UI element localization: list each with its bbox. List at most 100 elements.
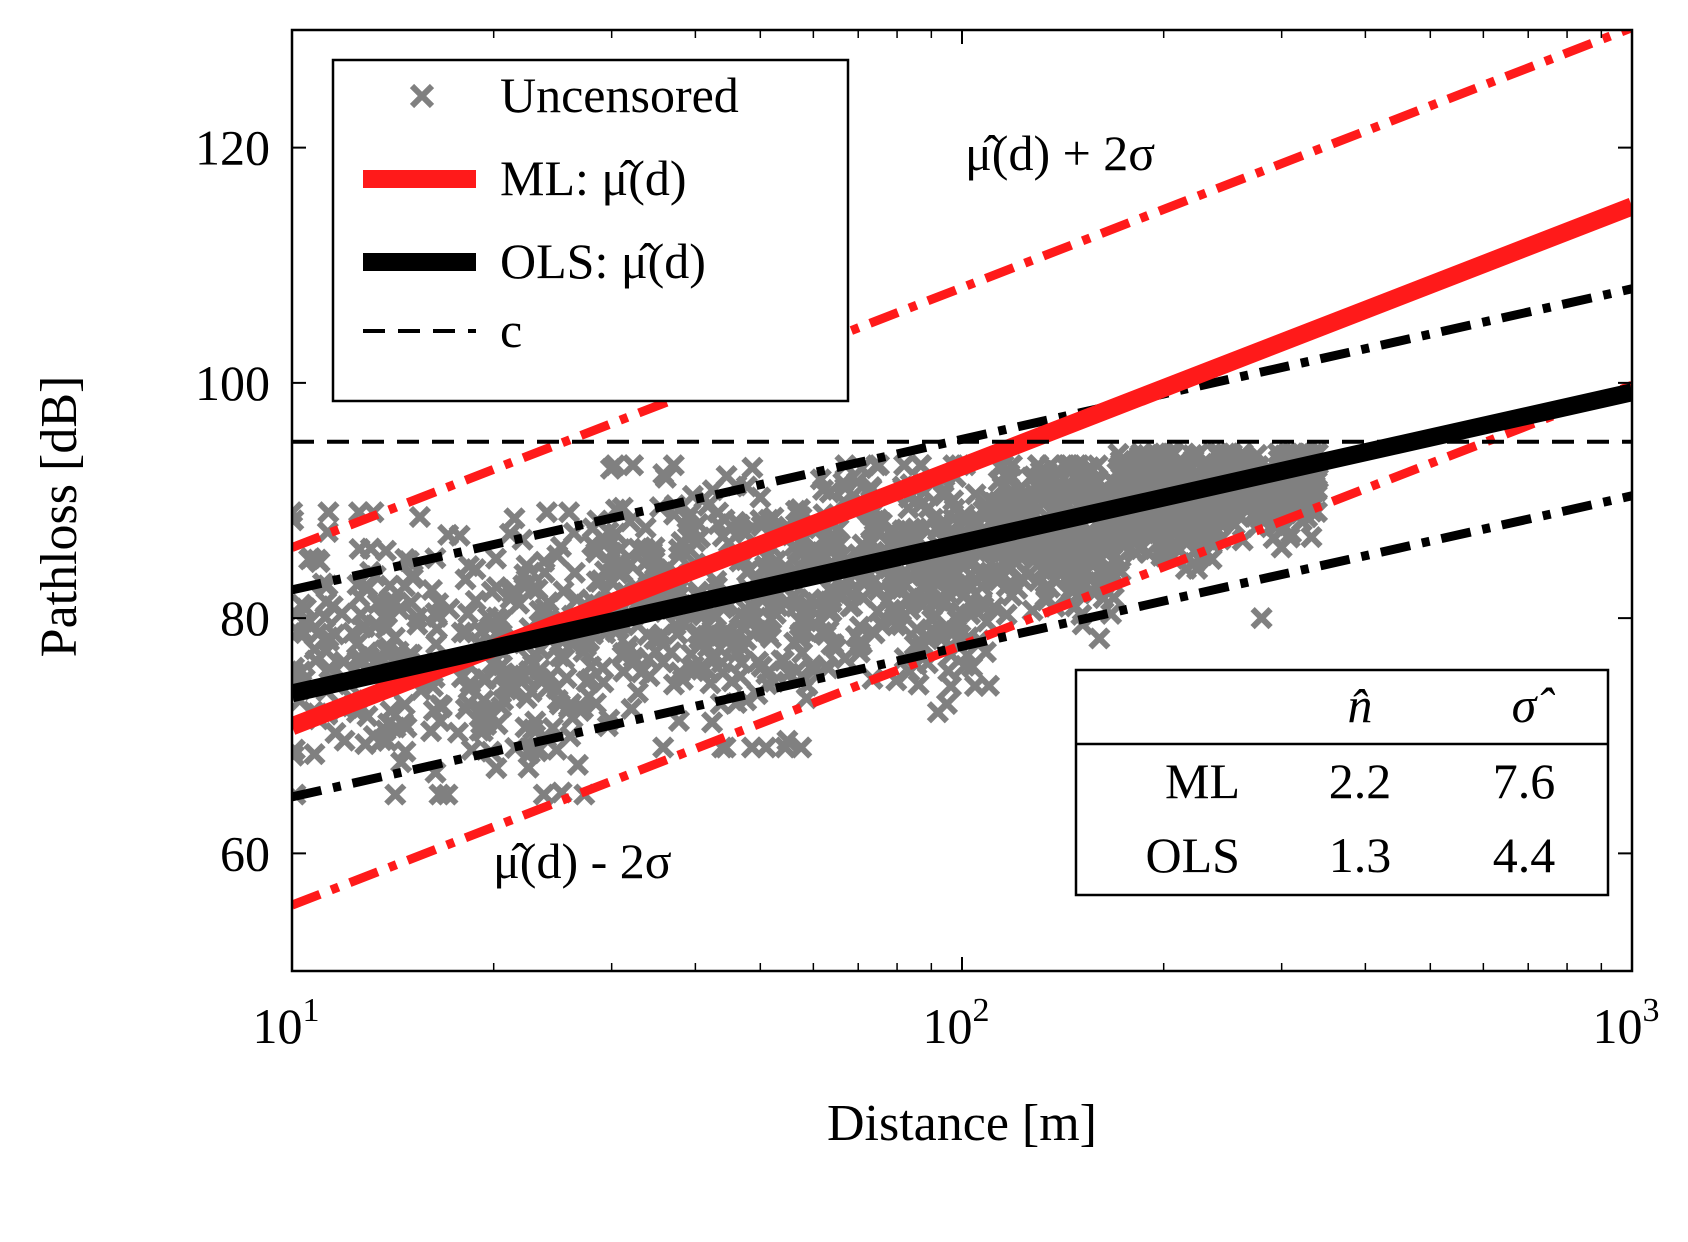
scatter-point — [485, 756, 508, 780]
scatter-point — [662, 454, 685, 477]
legend: Uncensored ML: μ̂(d) OLS: μ̂(d) c — [331, 58, 850, 403]
scatter-point — [964, 483, 987, 506]
axes: 60 80 100 120 101 102 103 Distance [m] Pathloss … — [31, 28, 1660, 1152]
band-lower-line — [292, 491, 1632, 802]
scatter-point — [1160, 442, 1184, 465]
scatter-point — [1113, 459, 1137, 482]
scatter-point — [745, 606, 768, 629]
scatter-point — [1108, 459, 1132, 482]
scatter-point — [400, 591, 423, 614]
scatter-point — [1099, 602, 1123, 626]
y-tick-label: 80 — [220, 590, 270, 646]
scatter-point — [524, 710, 547, 733]
scatter-point — [607, 557, 631, 580]
scatter-point — [746, 650, 770, 673]
table-box — [1074, 668, 1610, 897]
scatter-point — [378, 574, 401, 597]
scatter-point — [1040, 539, 1063, 562]
scatter-point — [532, 783, 555, 806]
scatter-point — [667, 545, 691, 568]
scatter-point — [311, 572, 335, 595]
scatter-point — [892, 454, 916, 477]
x-axis-title: Distance [m] — [827, 1095, 1097, 1152]
scatter-point — [533, 561, 556, 584]
scatter-point — [292, 610, 315, 633]
scatter-point — [383, 626, 406, 649]
scatter-point — [1072, 550, 1095, 573]
scatter-point — [995, 603, 1018, 626]
scatter-point — [1300, 526, 1323, 549]
scatter-point — [292, 738, 306, 761]
scatter-point — [555, 666, 578, 690]
x-tick-label: 101 — [253, 992, 320, 1054]
scatter-point — [1075, 461, 1098, 485]
legend-label: ML: μ̂(d) — [500, 150, 687, 206]
scatter-point — [987, 470, 1010, 493]
scatter-point — [939, 675, 963, 698]
scatter-point — [436, 783, 459, 806]
scatter-point — [983, 596, 1006, 619]
scatter-point — [384, 783, 407, 806]
scatter-point — [831, 576, 854, 599]
table-cell: 7.6 — [1493, 753, 1556, 809]
ols-fit-line — [292, 383, 1632, 703]
scatter-point — [324, 721, 347, 745]
scatter-point — [652, 736, 675, 759]
scatter-point — [584, 692, 608, 715]
scatter-point — [517, 756, 540, 779]
scatter-point — [834, 476, 857, 499]
scatter-point — [359, 537, 382, 560]
scatter-point — [993, 538, 1017, 562]
scatter-point — [909, 493, 933, 516]
scatter-point — [867, 579, 890, 602]
scatter-point — [501, 679, 524, 702]
scatter-point — [634, 516, 657, 540]
scatter-point — [863, 622, 886, 645]
scatter-point — [711, 525, 734, 548]
scatter-point — [750, 514, 773, 538]
scatter-point — [849, 630, 872, 653]
table-header-cell: n̂ — [1348, 677, 1373, 733]
scatter-point — [363, 614, 386, 637]
scatter-point — [548, 693, 571, 716]
scatter-point — [526, 740, 549, 763]
scatter-point — [518, 659, 541, 683]
scatter-point — [643, 628, 666, 651]
scatter-point — [756, 622, 780, 645]
scatter-point — [717, 621, 741, 644]
lower-band-label: μ̂(d) - 2σ — [493, 833, 672, 889]
table-cell: 2.2 — [1329, 753, 1392, 809]
y-tick-label: 60 — [220, 825, 270, 881]
scatter-point — [306, 548, 329, 571]
scatter-point — [419, 720, 443, 743]
scatter-point — [654, 466, 677, 489]
scatter-point — [637, 647, 660, 671]
scatter-point — [484, 547, 508, 570]
scatter-point — [740, 736, 764, 759]
scatter-point — [450, 621, 473, 644]
scatter-point — [1029, 460, 1052, 483]
table-cell: OLS — [1146, 827, 1240, 883]
scatter-point — [720, 670, 744, 693]
annotations: μ̂(d) + 2σ μ̂(d) - 2σ — [493, 125, 1155, 889]
scatter-point — [1132, 452, 1155, 475]
y-axis-title: Pathloss [dB] — [31, 376, 88, 658]
scatter-point — [356, 575, 379, 598]
x-tick-label: 102 — [923, 992, 990, 1054]
scatter-point — [478, 616, 502, 639]
scatter-point — [1137, 541, 1160, 564]
scatter-point — [626, 537, 649, 560]
scatter-point — [617, 634, 640, 658]
scatter-point — [638, 665, 661, 688]
scatter-point — [1149, 468, 1172, 491]
scatter-point — [393, 693, 416, 716]
scatter-point — [292, 509, 305, 532]
scatter-point — [425, 605, 449, 629]
legend-label: Uncensored — [500, 67, 739, 123]
scatter-point — [480, 580, 504, 603]
scatter-point — [303, 743, 326, 766]
scatter-point — [464, 558, 487, 581]
scatter-point — [390, 751, 413, 774]
fit-lines — [292, 198, 1632, 735]
scatter-point — [953, 654, 977, 677]
